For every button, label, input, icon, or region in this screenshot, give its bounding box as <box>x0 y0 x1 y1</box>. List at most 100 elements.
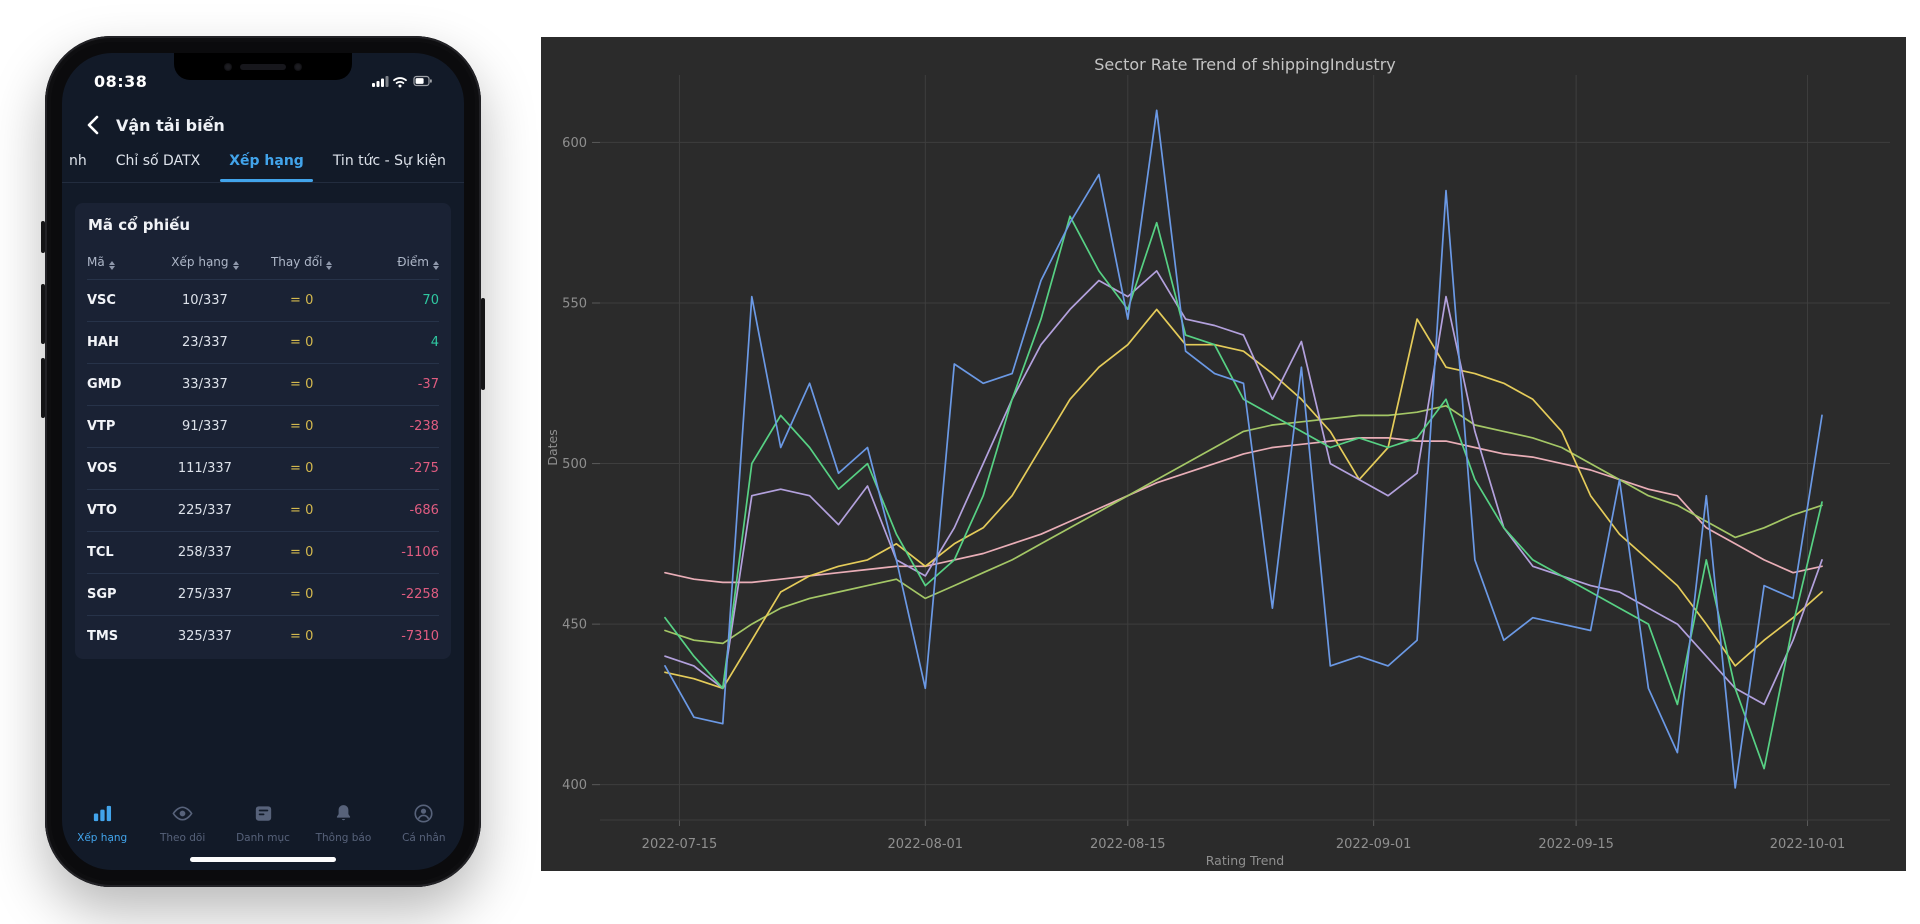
svg-text:550: 550 <box>562 296 587 311</box>
nav-item-1[interactable]: Xếp hạng <box>62 802 142 844</box>
change-cell: = 0 <box>290 587 314 602</box>
score-cell: -7310 <box>401 629 439 644</box>
nav-label: Danh mục <box>236 832 290 844</box>
page-title: Vận tải biển <box>116 115 225 135</box>
column-label: Xếp hạng <box>171 255 229 269</box>
wifi-dot <box>398 84 402 88</box>
series-line-olive <box>664 404 1823 645</box>
rank-cell: 258/337 <box>177 545 232 560</box>
rank-cell: 325/337 <box>177 629 232 644</box>
column-header-3[interactable]: Thay đổi <box>252 255 351 270</box>
sort-icon <box>326 261 333 270</box>
status-bar: 08:38 <box>62 53 464 103</box>
person-icon <box>412 802 435 828</box>
score-cell: -37 <box>417 377 439 392</box>
tab-4[interactable]: Tin tức - Sự kiện <box>332 153 446 169</box>
sort-icon <box>108 261 115 270</box>
svg-text:Rating Trend: Rating Trend <box>1206 853 1285 868</box>
change-cell: = 0 <box>290 419 314 434</box>
change-cell: = 0 <box>290 629 314 644</box>
ticker-cell: SGP <box>87 587 117 602</box>
section-title: Mã cổ phiếu <box>88 216 191 234</box>
status-icons <box>372 74 434 88</box>
volume-down-button[interactable] <box>41 358 45 418</box>
svg-text:450: 450 <box>562 618 587 633</box>
score-cell: 70 <box>422 293 439 308</box>
home-indicator[interactable] <box>190 857 336 862</box>
rank-cell: 225/337 <box>177 503 232 518</box>
rank-cell: 10/337 <box>182 293 228 308</box>
rank-cell: 23/337 <box>182 335 228 350</box>
svg-text:2022-09-01: 2022-09-01 <box>1336 837 1412 852</box>
ticker-cell: VOS <box>87 461 118 476</box>
series-line-green <box>664 215 1823 770</box>
notch <box>174 53 352 80</box>
svg-text:600: 600 <box>562 136 587 151</box>
change-cell: = 0 <box>290 545 314 560</box>
mute-switch[interactable] <box>41 221 45 253</box>
svg-text:2022-07-15: 2022-07-15 <box>642 837 718 852</box>
change-cell: = 0 <box>290 503 314 518</box>
table-row[interactable]: VOS 111/337 = 0 -275 <box>87 447 439 489</box>
column-header-1[interactable]: Mã <box>87 255 157 270</box>
app-header: Vận tải biển <box>62 103 464 139</box>
change-cell: = 0 <box>290 335 314 350</box>
table-row[interactable]: TMS 325/337 = 0 -7310 <box>87 615 439 657</box>
rank-cell: 91/337 <box>182 419 228 434</box>
nav-label: Cá nhân <box>402 832 446 844</box>
column-label: Thay đổi <box>270 255 323 269</box>
svg-text:2022-08-15: 2022-08-15 <box>1090 837 1166 852</box>
ticker-cell: GMD <box>87 377 122 392</box>
table-body: VSC 10/337 = 0 70 HAH 23/337 = 0 4 GMD 33/337 = 0 -… <box>87 279 439 657</box>
ticker-cell: VSC <box>87 293 116 308</box>
column-label: Mã <box>87 255 105 269</box>
nav-item-4[interactable]: Thông báo <box>303 802 383 844</box>
column-header-2[interactable]: Xếp hạng <box>157 255 252 270</box>
tab-2[interactable]: Chỉ số DATX <box>115 153 201 169</box>
ticker-cell: TMS <box>87 629 119 644</box>
sort-icon <box>432 261 439 270</box>
table-header-row: Mã Xếp hạng Thay đổi Điểm <box>87 246 439 279</box>
rank-cell: 111/337 <box>177 461 232 476</box>
volume-up-button[interactable] <box>41 284 45 344</box>
earpiece-speaker <box>240 63 286 70</box>
column-label: Điểm <box>397 255 429 269</box>
column-header-4[interactable]: Điểm <box>351 255 439 270</box>
tab-1[interactable]: nh <box>69 153 87 169</box>
table-row[interactable]: GMD 33/337 = 0 -37 <box>87 363 439 405</box>
power-button[interactable] <box>481 298 485 390</box>
svg-text:Sector Rate Trend of shippingI: Sector Rate Trend of shippingIndustry <box>1094 55 1395 74</box>
back-button[interactable] <box>86 115 102 135</box>
table-row[interactable]: HAH 23/337 = 0 4 <box>87 321 439 363</box>
phone-screen: 08:38 <box>62 53 464 870</box>
score-cell: 4 <box>430 335 439 350</box>
table-row[interactable]: TCL 258/337 = 0 -1106 <box>87 531 439 573</box>
table-row[interactable]: VSC 10/337 = 0 70 <box>87 279 439 321</box>
tab-bar: nh Chỉ số DATX Xếp hạng Tin tức - Sự kiện <box>62 139 464 183</box>
nav-item-5[interactable]: Cá nhân <box>384 802 464 844</box>
wifi-icon <box>393 77 407 84</box>
series-line-yellow <box>664 308 1823 690</box>
svg-text:500: 500 <box>562 457 587 472</box>
nav-label: Theo dõi <box>159 832 206 844</box>
table-row[interactable]: VTP 91/337 = 0 -238 <box>87 405 439 447</box>
nav-item-3[interactable]: Danh mục <box>223 802 303 844</box>
ticker-cell: TCL <box>87 545 114 560</box>
score-cell: -275 <box>409 461 439 476</box>
ticker-cell: VTP <box>87 419 116 434</box>
ticker-cell: HAH <box>87 335 119 350</box>
sort-icon <box>232 261 239 270</box>
chevron-left-icon <box>87 115 99 135</box>
card-icon <box>252 802 275 828</box>
svg-text:2022-10-01: 2022-10-01 <box>1770 837 1846 852</box>
table-row[interactable]: VTO 225/337 = 0 -686 <box>87 489 439 531</box>
svg-text:400: 400 <box>562 778 587 793</box>
table-row[interactable]: SGP 275/337 = 0 -2258 <box>87 573 439 615</box>
tab-3[interactable]: Xếp hạng <box>220 153 313 182</box>
score-cell: -686 <box>409 503 439 518</box>
svg-text:2022-08-01: 2022-08-01 <box>888 837 964 852</box>
nav-item-2[interactable]: Theo dõi <box>142 802 222 844</box>
chart-canvas: 2022-07-15 2022-08-01 2022-08-15 2022-09-01… <box>541 37 1906 871</box>
change-cell: = 0 <box>290 293 314 308</box>
